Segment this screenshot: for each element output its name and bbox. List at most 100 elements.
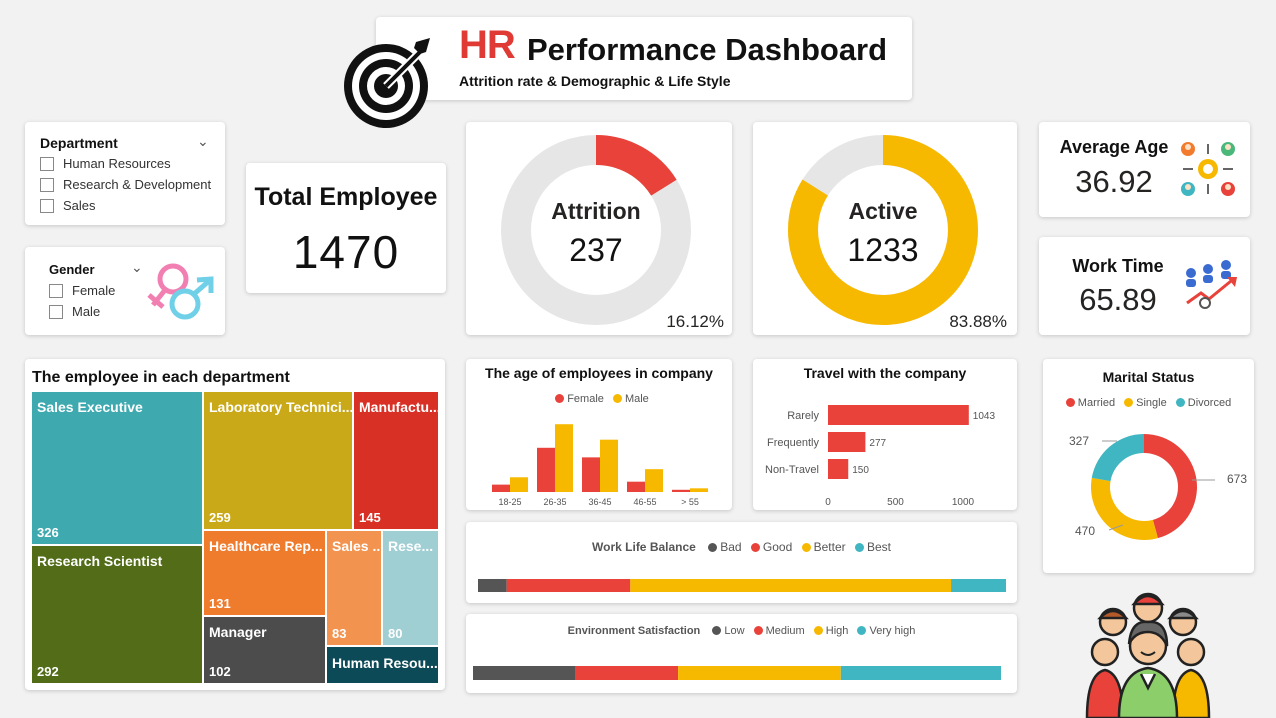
work-life-title: Work Life Balance [592,540,696,554]
active-value: 1233 [847,232,919,268]
stacked-segment-very-high [840,666,1001,680]
checkbox[interactable] [49,304,63,319]
marital-slice [1144,434,1197,539]
treemap-tile[interactable]: Sales ... 83 [327,531,381,645]
environment-card: Environment Satisfaction Low Medium High… [466,614,1017,693]
target-icon [344,38,430,128]
people-network-icon [1181,142,1235,196]
travel-data-label: 277 [869,438,886,449]
treemap-tile[interactable]: Sales Executive 326 [32,392,202,544]
treemap-tile[interactable]: Rese... 80 [383,531,438,645]
work-life-card: Work Life Balance Bad Good Better Best [466,522,1017,603]
age-tick-label: 26-35 [543,497,566,507]
chevron-down-icon[interactable]: ⌄ [131,259,143,275]
gender-slicer-title: Gender [49,262,95,277]
treemap-tile[interactable]: Human Resou... [327,647,438,683]
marital-chart-title: Marital Status [1102,369,1195,385]
average-age-label: Average Age [1059,137,1169,157]
marital-leader-line [1108,524,1124,531]
stacked-segment-best [951,579,1006,592]
age-bar-male [510,477,528,492]
treemap-tile[interactable]: Manufactu... 145 [354,392,438,529]
stacked-segment-better [630,579,952,592]
stacked-segment-bad [478,579,507,592]
age-chart-card: The age of employees in company Female M… [466,359,732,510]
travel-chart-card: Travel with the company Rarely 1043 Freque… [753,359,1017,510]
treemap-tile[interactable]: Manager 102 [204,617,325,683]
age-tick-label: 18-25 [498,497,521,507]
stacked-segment-medium [575,666,679,680]
gender-slicer: Gender ⌄ Female Male [25,247,225,335]
age-bar-male [555,424,573,492]
people-group-icon [1085,592,1211,718]
environment-header: Environment Satisfaction Low Medium High… [567,625,916,637]
age-chart-legend: Female Male [466,393,732,405]
attrition-card: Attrition 237 16.12% [466,122,732,335]
travel-category-label: Rarely [787,410,819,422]
department-option-sales[interactable]: Sales [40,195,211,216]
marital-slice [1091,477,1158,540]
attrition-donut [501,135,691,325]
treemap-tile[interactable]: Healthcare Rep... 131 [204,531,325,615]
environment-title: Environment Satisfaction [567,625,701,637]
age-bar-chart: 18-25 26-35 36-45 46-55 > 55 [492,424,708,507]
work-time-label: Work Time [1072,256,1164,276]
checkbox[interactable] [49,283,63,298]
travel-chart-title: Travel with the company [803,365,967,381]
travel-tick-label: 1000 [952,497,975,508]
travel-category-label: Non-Travel [765,464,819,476]
travel-bar [828,432,866,452]
average-age-value: 36.92 [1075,164,1153,199]
age-bar-male [690,488,708,492]
age-bar-female [492,484,510,492]
gender-symbol-icon [147,263,214,320]
age-bar-male [645,469,663,492]
attrition-percent: 16.12% [666,312,724,331]
stacked-segment-good [506,579,631,592]
marital-data-label: 327 [1069,434,1089,448]
department-options: Human Resources Research & Development S… [40,153,211,216]
travel-data-label: 150 [852,465,869,476]
gender-options: Female Male [49,280,115,322]
average-age-card: Average Age 36.92 [1039,122,1250,217]
gender-option-female[interactable]: Female [49,280,115,301]
department-slicer: Department ⌄ Human Resources Research & … [25,122,225,225]
active-donut [788,135,978,325]
travel-bar [828,459,849,479]
active-label: Active [848,198,918,224]
attrition-value: 237 [569,232,623,268]
chevron-down-icon[interactable]: ⌄ [197,133,209,149]
department-option-research-development[interactable]: Research & Development [40,174,211,195]
treemap-tile[interactable]: Research Scientist 292 [32,546,202,683]
attrition-arc [501,135,691,325]
stacked-segment-low [473,666,576,680]
age-bar-female [627,481,645,492]
total-employee-card: Total Employee 1470 [246,163,446,293]
checkbox[interactable] [40,198,54,213]
travel-tick-label: 500 [887,497,904,508]
total-employee-value: 1470 [292,226,400,278]
age-bar-female [537,447,555,492]
checkbox[interactable] [40,156,54,171]
total-employee-label: Total Employee [254,183,438,211]
environment-stacked-bar [473,666,1001,680]
marital-slice [1091,434,1144,482]
age-tick-label: > 55 [681,497,699,507]
work-life-header: Work Life Balance Bad Good Better Best [592,540,891,554]
marital-chart-card: Marital Status Married Single Divorced 6… [1043,359,1254,573]
marital-data-label: 673 [1227,472,1247,486]
treemap-title: The employee in each department [32,369,290,386]
title-banner: HR Performance Dashboard Attrition rate … [376,17,912,100]
gender-option-male[interactable]: Male [49,301,115,322]
marital-donut-chart: 673 470 327 [1069,434,1247,540]
age-chart-title: The age of employees in company [485,365,713,381]
age-bar-female [672,489,690,492]
checkbox[interactable] [40,177,54,192]
treemap-tile[interactable]: Laboratory Technici... 259 [204,392,352,529]
travel-tick-label: 0 [825,497,831,508]
travel-category-label: Frequently [767,437,819,449]
active-arc [788,135,978,325]
department-option-human-resources[interactable]: Human Resources [40,153,211,174]
team-growth-icon [1186,260,1237,309]
title-text: Performance Dashboard [527,32,888,67]
